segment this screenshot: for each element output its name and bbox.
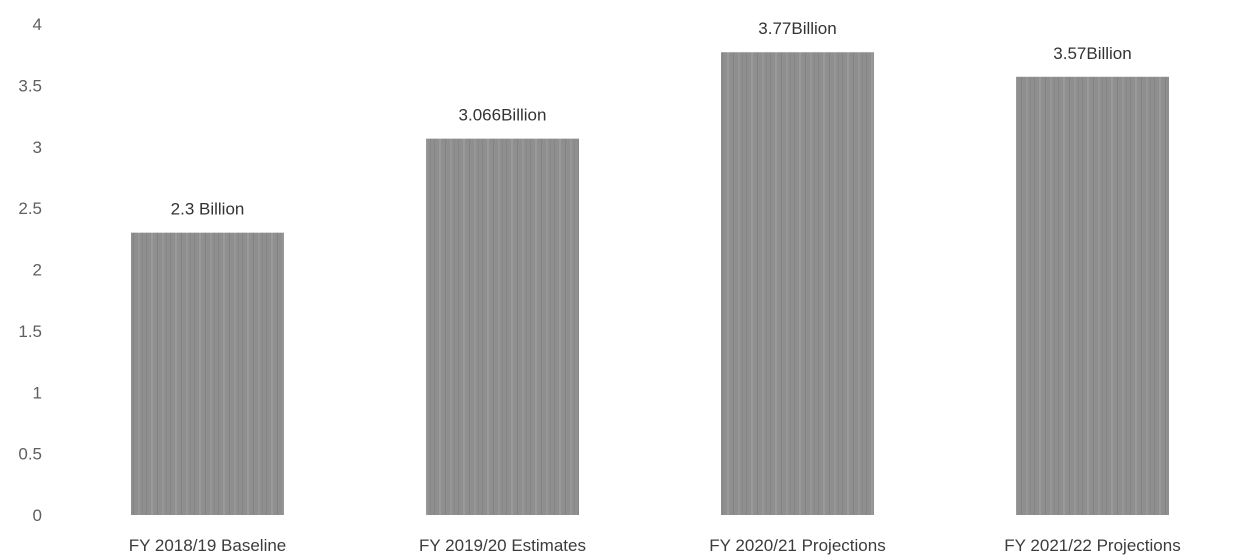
y-tick-label: 2.5 — [18, 199, 42, 218]
bar — [1016, 76, 1169, 515]
x-tick-label: FY 2018/19 Baseline — [129, 536, 287, 555]
data-label: 3.57Billion — [1053, 44, 1131, 63]
bar — [426, 138, 579, 515]
y-tick-label: 0.5 — [18, 445, 42, 464]
bars — [131, 52, 1169, 516]
data-label: 3.77Billion — [758, 19, 836, 38]
y-tick-label: 1 — [33, 383, 42, 402]
y-tick-label: 0 — [33, 506, 42, 525]
y-tick-label: 3 — [33, 138, 42, 157]
y-axis: 0 0.5 1 1.5 2 2.5 3 3.5 4 — [18, 15, 42, 525]
bar — [721, 52, 874, 516]
bar — [131, 232, 284, 516]
data-label: 3.066Billion — [459, 106, 547, 125]
x-tick-label: FY 2020/21 Projections — [709, 536, 885, 555]
y-tick-label: 4 — [33, 15, 42, 34]
x-tick-label: FY 2021/22 Projections — [1004, 536, 1180, 555]
x-tick-label: FY 2019/20 Estimates — [419, 536, 586, 555]
x-axis: FY 2018/19 Baseline FY 2019/20 Estimates F… — [129, 536, 1181, 555]
y-tick-label: 1.5 — [18, 322, 42, 341]
data-label: 2.3 Billion — [171, 200, 245, 219]
y-tick-label: 3.5 — [18, 76, 42, 95]
data-labels: 2.3 Billion 3.066Billion 3.77Billion 3.57Bi… — [171, 19, 1132, 218]
y-tick-label: 2 — [33, 261, 42, 280]
